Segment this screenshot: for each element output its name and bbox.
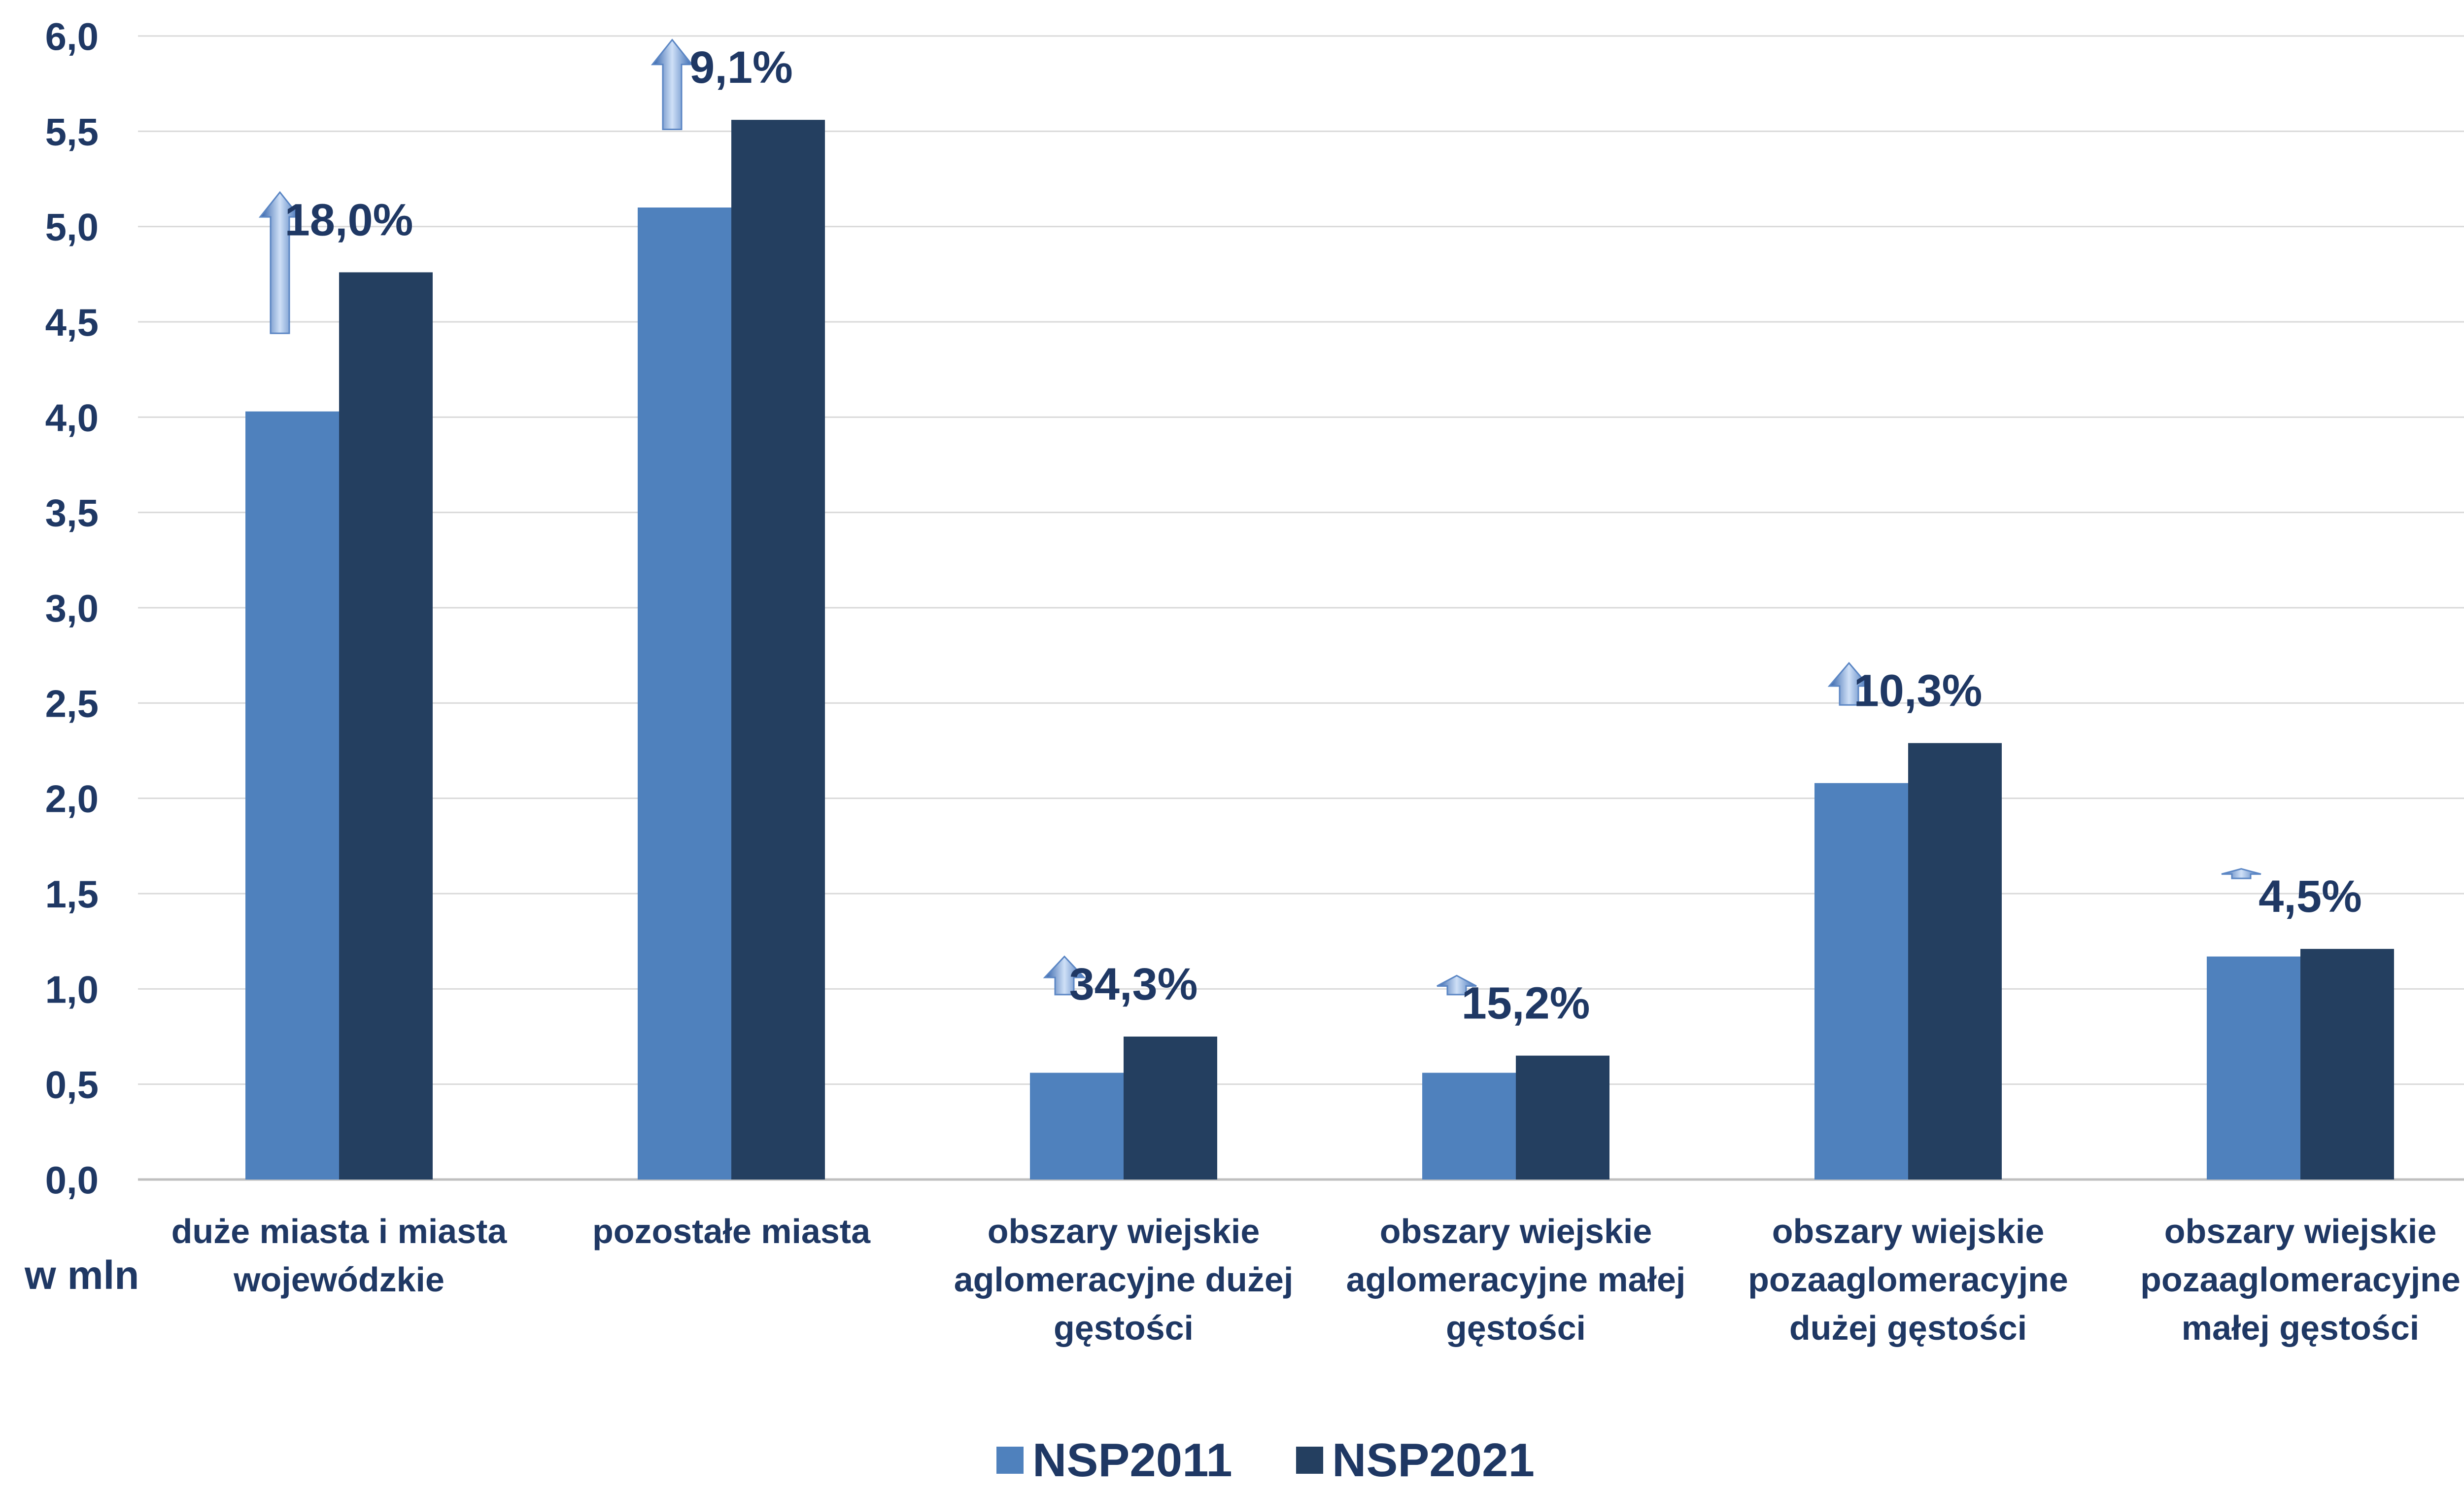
y-tick-label: 5,5 xyxy=(45,110,99,153)
y-tick-label: 0,5 xyxy=(45,1063,99,1107)
bar-nsp2021-3 xyxy=(1516,1055,1609,1180)
bar-nsp2021-1 xyxy=(731,120,825,1180)
bar-nsp2021-0 xyxy=(339,272,433,1180)
category-label-2: aglomeracyjne dużej xyxy=(954,1260,1294,1299)
y-tick-label: 5,0 xyxy=(45,206,99,249)
growth-label-5: 4,5% xyxy=(2259,871,2362,922)
bar-nsp2011-0 xyxy=(245,411,339,1180)
growth-labels: 18,0% 9,1% 34,3% 15,2% 10,3% 4,5% xyxy=(285,42,2362,1029)
up-arrow-icon xyxy=(650,38,694,130)
category-label-1: pozostałe miasta xyxy=(592,1212,871,1250)
legend-label-nsp2021: NSP2021 xyxy=(1332,1434,1535,1487)
up-arrow-icon xyxy=(1043,955,1086,996)
category-labels: duże miasta i miasta wojewódzkie pozostałe… xyxy=(171,1212,2461,1347)
category-label-3: aglomeracyjne małej xyxy=(1346,1260,1686,1299)
y-tick-label: 1,0 xyxy=(45,968,99,1011)
legend-label-nsp2011: NSP2011 xyxy=(1032,1434,1232,1487)
category-label-3: gęstości xyxy=(1446,1309,1586,1347)
legend: NSP2011 NSP2021 xyxy=(996,1434,1535,1487)
y-tick-label: 2,5 xyxy=(45,682,99,725)
bar-nsp2011-4 xyxy=(1814,783,1908,1180)
bar-nsp2021-4 xyxy=(1908,743,2002,1180)
y-axis-unit-label: w mln xyxy=(24,1253,139,1298)
category-label-3: obszary wiejskie xyxy=(1380,1212,1652,1250)
growth-label-1: 9,1% xyxy=(689,42,793,93)
bar-nsp2021-5 xyxy=(2300,949,2394,1180)
y-tick-label: 1,5 xyxy=(45,872,99,916)
y-tick-label: 4,0 xyxy=(45,396,99,439)
growth-label-2: 34,3% xyxy=(1069,959,1198,1009)
category-label-5: obszary wiejskie xyxy=(2164,1212,2437,1250)
y-tick-label: 6,0 xyxy=(45,15,99,58)
category-label-2: obszary wiejskie xyxy=(988,1212,1260,1250)
category-label-4: dużej gęstości xyxy=(1789,1309,2027,1347)
bar-nsp2011-2 xyxy=(1030,1073,1124,1180)
y-tick-label: 0,0 xyxy=(45,1158,99,1202)
up-arrow-icon xyxy=(258,191,302,334)
growth-label-3: 15,2% xyxy=(1462,978,1590,1029)
category-label-0: wojewódzkie xyxy=(233,1260,445,1299)
category-label-4: obszary wiejskie xyxy=(1772,1212,2045,1250)
legend-swatch-nsp2011 xyxy=(996,1447,1024,1474)
category-label-2: gęstości xyxy=(1054,1309,1194,1347)
y-tick-label: 4,5 xyxy=(45,301,99,344)
category-label-0: duże miasta i miasta xyxy=(171,1212,508,1250)
up-arrow-icon xyxy=(2221,868,2261,879)
growth-label-4: 10,3% xyxy=(1854,666,1983,716)
y-tick-label: 3,5 xyxy=(45,491,99,535)
y-axis-ticks: 0,0 0,5 1,0 1,5 2,0 2,5 3,0 3,5 4,0 4,5 5,0 5,5 6,0 xyxy=(45,15,99,1202)
bar-nsp2011-1 xyxy=(638,208,731,1180)
y-tick-label: 3,0 xyxy=(45,587,99,630)
growth-arrows xyxy=(258,38,2261,996)
gridlines xyxy=(138,35,2464,1181)
category-label-5: małej gęstości xyxy=(2182,1309,2419,1347)
bars xyxy=(245,120,2394,1180)
up-arrow-icon xyxy=(1437,974,1477,996)
y-tick-label: 2,0 xyxy=(45,777,99,821)
legend-swatch-nsp2021 xyxy=(1296,1447,1323,1474)
category-label-4: pozaaglomeracyjne xyxy=(1748,1260,2068,1299)
growth-label-0: 18,0% xyxy=(285,195,413,245)
bar-nsp2011-3 xyxy=(1422,1073,1516,1180)
category-label-5: pozaaglomeracyjne xyxy=(2140,1260,2461,1299)
up-arrow-icon xyxy=(1827,661,1871,706)
bar-nsp2021-2 xyxy=(1124,1037,1217,1180)
bar-nsp2011-5 xyxy=(2207,956,2300,1180)
